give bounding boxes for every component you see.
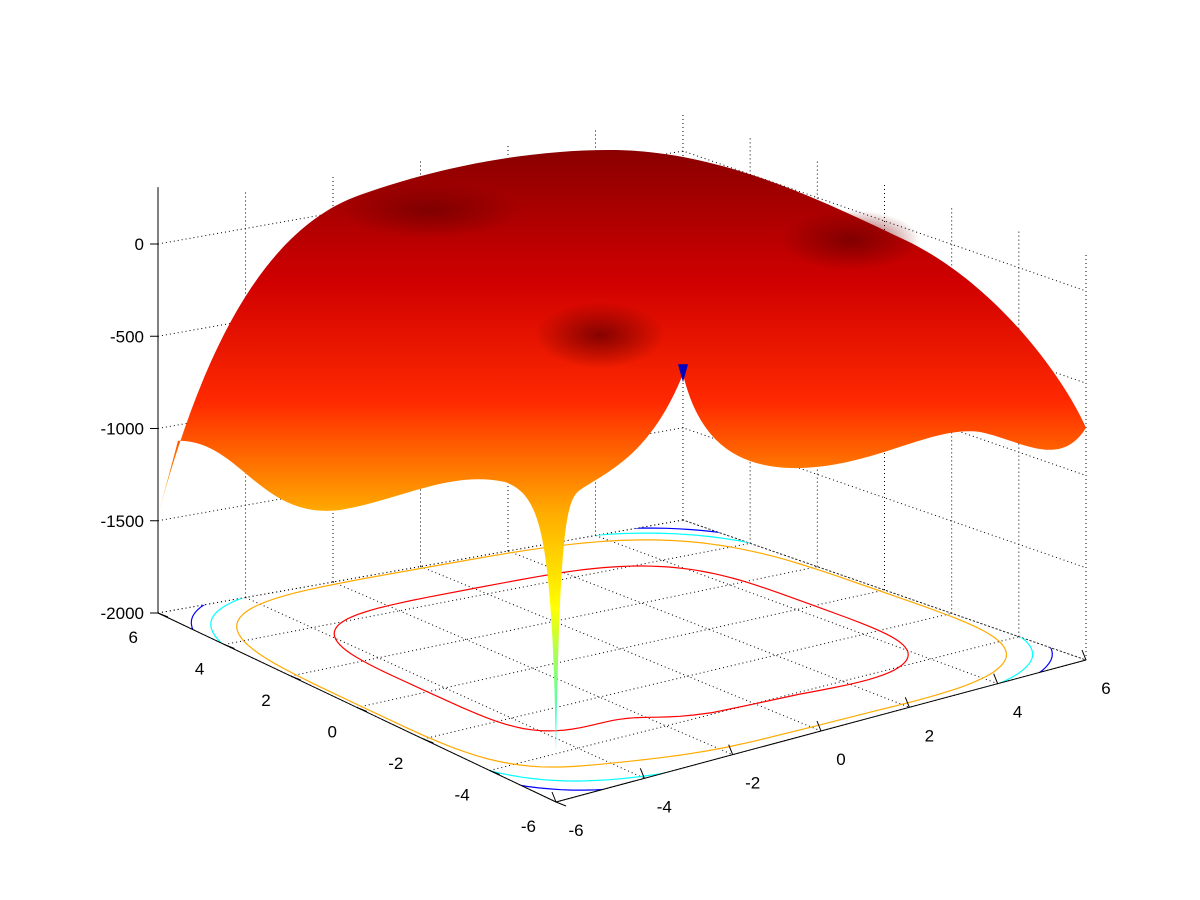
x-tick-label: 6 [1101, 679, 1110, 698]
tick-labels: -2000 -1500 -1000 -500 0 -6 -4 -2 0 2 4 6 -6 -4 -2 0 2 4 6 [101, 235, 1111, 840]
right-lobe [780, 210, 920, 270]
x-tick-mark [1081, 649, 1087, 661]
z-tick-label: -1000 [101, 420, 144, 439]
y-tick-label: -6 [521, 817, 536, 836]
z-tick-label: -2000 [101, 604, 144, 623]
floor-grid-line-x [332, 581, 733, 756]
z-tick-label: -1500 [101, 512, 144, 531]
z-tick-label: 0 [135, 235, 144, 254]
central-dip [535, 302, 665, 368]
x-tick-label: -6 [568, 821, 583, 840]
x-tick-label: -4 [657, 797, 672, 816]
wall-grid-line-z [157, 519, 1087, 661]
y-tick-mark [423, 738, 434, 744]
back-lobe [340, 182, 520, 238]
x-tick-label: 4 [1013, 703, 1022, 722]
contour-line [190, 527, 1053, 791]
y-tick-label: -2 [388, 754, 403, 773]
y-tick-mark [489, 770, 500, 775]
x-tick-label: 0 [836, 750, 845, 769]
floor-grid-line-y [423, 612, 952, 740]
y-tick-mark [224, 644, 235, 649]
contour-lines [190, 527, 1053, 791]
floor-grid-line-x [595, 535, 998, 685]
contour-line [210, 532, 1034, 782]
x-tick-mark [816, 720, 822, 732]
floor-grid-line-x [420, 566, 822, 732]
y-tick-mark [356, 707, 368, 712]
contour-line [236, 539, 1008, 768]
y-tick-mark [555, 801, 567, 807]
z-tick-label: -500 [110, 327, 144, 346]
x-tick-mark [551, 791, 557, 803]
y-tick-mark [290, 675, 301, 681]
floor-grid-line-x [245, 597, 645, 779]
y-tick-label: 0 [328, 723, 337, 742]
x-tick-mark [904, 697, 910, 708]
x-tick-mark [993, 673, 999, 684]
x-tick-mark [728, 744, 734, 755]
surface [158, 150, 1086, 753]
y-tick-label: 2 [261, 691, 270, 710]
x-tick-label: 2 [925, 726, 934, 745]
x-tick-label: -2 [745, 774, 760, 793]
y-tick-label: -4 [455, 786, 470, 805]
x-tick-mark [639, 768, 645, 779]
axes [150, 187, 1087, 807]
y-tick-mark [157, 612, 169, 618]
surface-patch [158, 150, 1086, 753]
contour-line [333, 565, 909, 732]
back-spike-tip [678, 364, 688, 383]
y-tick-label: 6 [129, 628, 138, 647]
y-tick-label: 4 [195, 660, 204, 679]
